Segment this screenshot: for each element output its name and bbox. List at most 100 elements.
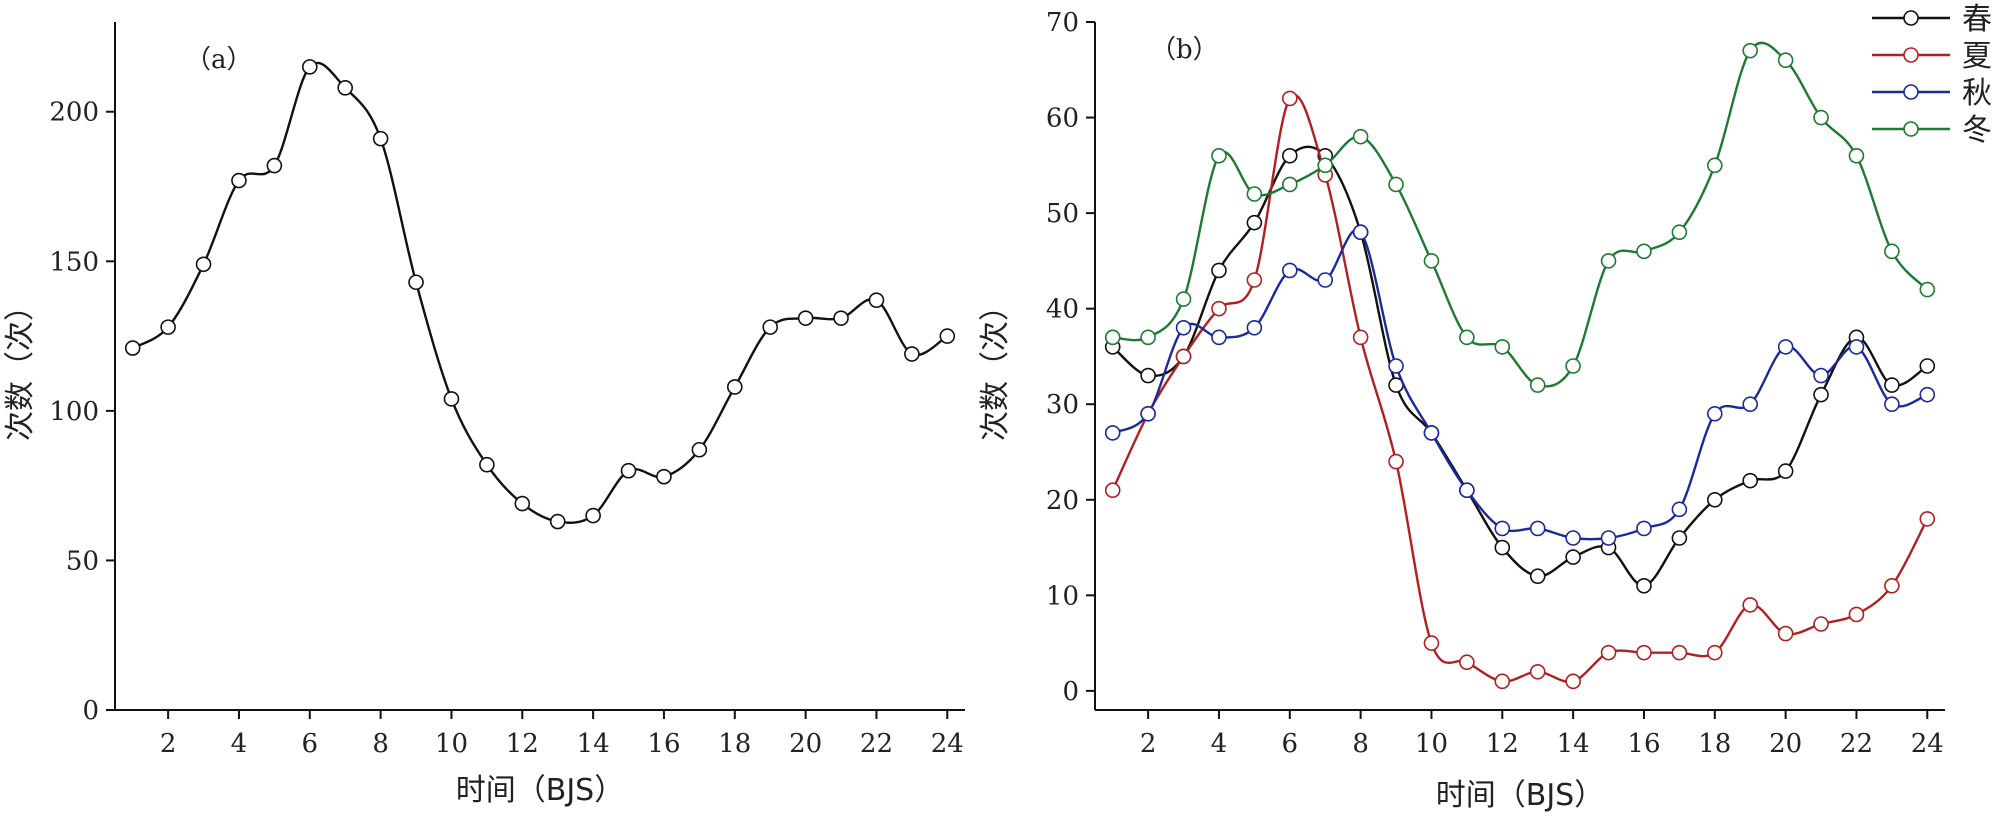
y-tick-label: 100	[49, 397, 99, 427]
series-line	[1112, 228, 1928, 541]
data-point	[1777, 463, 1794, 479]
data-point	[833, 310, 849, 326]
data-point	[1671, 501, 1688, 518]
data-point	[1388, 358, 1404, 374]
x-axis-title: 时间（BJS）	[456, 773, 624, 808]
x-tick-label: 2	[1140, 729, 1157, 759]
data-point	[1671, 224, 1688, 241]
x-tick-label: 22	[860, 729, 893, 759]
data-point	[195, 256, 212, 273]
data-point	[1919, 511, 1936, 527]
data-point	[1140, 367, 1156, 384]
data-point	[1529, 520, 1546, 537]
x-tick-label: 14	[577, 729, 610, 759]
data-point	[1813, 386, 1829, 403]
data-point	[1281, 90, 1298, 107]
data-point	[1813, 367, 1829, 384]
legend-label: 秋	[1962, 76, 1992, 111]
data-point	[1671, 530, 1688, 546]
data-point	[1423, 253, 1440, 269]
data-point	[1600, 253, 1617, 269]
data-point	[1884, 577, 1900, 594]
series-line	[1112, 41, 1929, 388]
data-point	[868, 292, 885, 308]
data-point	[1636, 577, 1652, 594]
data-point	[231, 172, 247, 189]
data-point	[514, 495, 531, 512]
data-point	[1459, 482, 1475, 499]
x-tick-label: 8	[372, 729, 389, 759]
data-point	[1246, 319, 1263, 336]
x-tick-label: 18	[1698, 729, 1731, 759]
y-axis-title: 次数（次）	[978, 291, 1013, 441]
data-point	[1777, 339, 1794, 355]
y-tick-label: 70	[1046, 8, 1079, 38]
data-point	[726, 379, 743, 395]
data-point	[904, 346, 920, 362]
data-point	[1211, 300, 1227, 317]
data-point	[1246, 186, 1263, 202]
panel-label: （b）	[1150, 35, 1219, 65]
data-point	[1706, 405, 1723, 422]
x-tick-label: 24	[1911, 729, 1944, 759]
x-tick-label: 6	[1282, 729, 1299, 759]
data-point	[1211, 329, 1227, 346]
data-point	[1459, 654, 1475, 671]
data-point	[1317, 157, 1334, 174]
data-point	[585, 507, 601, 524]
data-point	[1706, 157, 1723, 174]
x-tick-label: 10	[435, 729, 468, 759]
data-point	[549, 513, 566, 530]
data-point	[1352, 329, 1369, 346]
data-point	[762, 319, 779, 335]
data-point	[1742, 396, 1759, 413]
data-point	[372, 130, 389, 147]
data-point	[1317, 272, 1334, 288]
data-point	[1565, 530, 1581, 546]
data-point	[1140, 329, 1156, 346]
data-point	[1459, 329, 1475, 346]
y-tick-label: 40	[1046, 295, 1079, 325]
data-point	[1246, 214, 1263, 231]
data-point	[1884, 243, 1900, 260]
data-point	[1813, 109, 1829, 126]
legend-marker	[1903, 10, 1919, 26]
x-tick-label: 12	[506, 729, 539, 759]
data-point	[1636, 644, 1652, 661]
series-line	[132, 61, 948, 524]
data-point	[1246, 272, 1263, 288]
data-point	[1919, 281, 1936, 298]
data-point	[1813, 616, 1829, 632]
data-point	[1352, 128, 1369, 145]
data-point	[1211, 147, 1227, 164]
data-point	[479, 456, 495, 473]
data-point	[1529, 568, 1546, 585]
y-tick-label: 0	[82, 696, 99, 726]
y-tick-label: 60	[1046, 104, 1079, 134]
data-point	[1423, 635, 1440, 651]
data-point	[1565, 673, 1581, 690]
data-point	[1706, 644, 1723, 661]
x-tick-label: 22	[1840, 729, 1873, 759]
x-tick-label: 4	[231, 729, 248, 759]
data-point	[1104, 329, 1121, 346]
data-point	[1565, 549, 1581, 565]
data-point	[1919, 386, 1936, 403]
y-tick-label: 50	[1046, 199, 1079, 229]
y-tick-label: 50	[66, 546, 99, 576]
data-point	[1388, 176, 1404, 193]
data-point	[1281, 176, 1298, 193]
data-point	[1494, 339, 1511, 355]
data-point	[656, 468, 672, 485]
x-tick-label: 14	[1557, 729, 1590, 759]
y-tick-label: 0	[1062, 677, 1079, 707]
data-point	[1565, 358, 1581, 374]
data-point	[1211, 262, 1227, 279]
data-point	[797, 310, 814, 326]
data-point	[1777, 625, 1794, 642]
data-point	[1706, 491, 1723, 508]
data-point	[1777, 52, 1794, 69]
x-tick-label: 24	[931, 729, 964, 759]
data-point	[1140, 405, 1156, 422]
